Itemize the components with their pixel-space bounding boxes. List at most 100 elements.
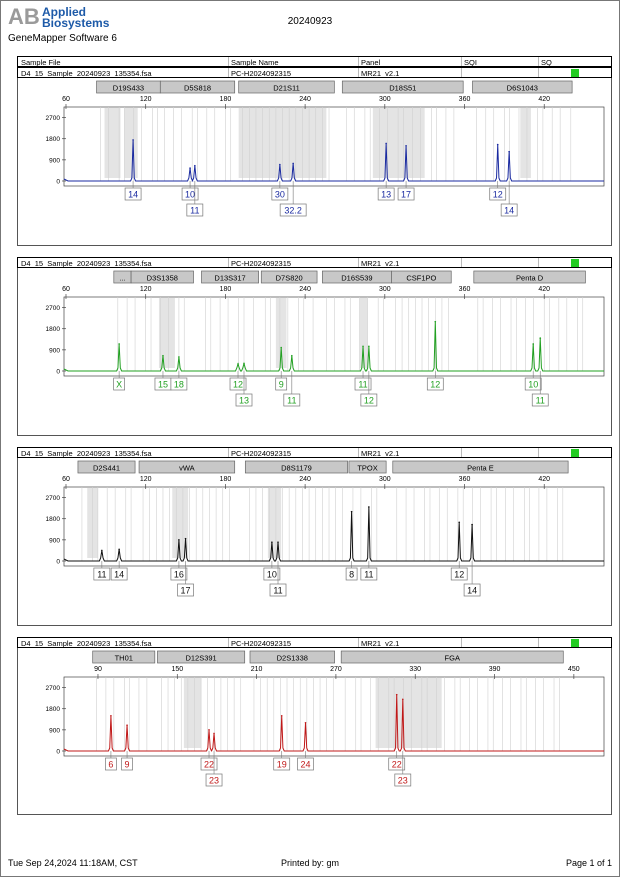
peak-point[interactable]: [110, 714, 112, 717]
allele-label-box[interactable]: [500, 203, 518, 217]
marker-bin[interactable]: [341, 80, 464, 94]
marker-bin[interactable]: [130, 270, 194, 284]
peak-point[interactable]: [458, 521, 461, 524]
allele-label-box[interactable]: [354, 377, 372, 391]
peak-point[interactable]: [118, 343, 120, 345]
allele-label-box[interactable]: [279, 203, 307, 217]
peak-point[interactable]: [434, 320, 437, 323]
marker-bin[interactable]: [392, 460, 569, 474]
x-tick-label: 120: [140, 476, 152, 483]
peak-point[interactable]: [271, 541, 273, 544]
allele-label-box[interactable]: [531, 393, 549, 407]
peak-point[interactable]: [539, 337, 542, 339]
allele-label-box[interactable]: [489, 187, 507, 201]
allele-label-box[interactable]: [121, 757, 133, 771]
allele-label-box[interactable]: [170, 377, 188, 391]
peak-point[interactable]: [101, 549, 103, 552]
allele-label-box[interactable]: [271, 187, 289, 201]
marker-bin[interactable]: [348, 460, 387, 474]
allele-label-box[interactable]: [275, 377, 288, 391]
peak-point[interactable]: [178, 539, 180, 541]
marker-bin[interactable]: [77, 460, 136, 474]
allele-label-box[interactable]: [200, 757, 218, 771]
peak-point[interactable]: [279, 163, 281, 166]
peak-point[interactable]: [291, 354, 293, 357]
marker-bin[interactable]: [340, 650, 564, 664]
peak-point[interactable]: [405, 144, 407, 147]
allele-label-box[interactable]: [397, 187, 415, 201]
peak-point[interactable]: [395, 693, 398, 696]
sample-info-row[interactable]: D4_15_Sample_20240923_135354.fsa PC-H202…: [17, 257, 612, 268]
marker-bin[interactable]: [391, 270, 452, 284]
allele-label-box[interactable]: [235, 393, 253, 407]
peak-point[interactable]: [208, 729, 210, 731]
allele-label-box[interactable]: [377, 187, 395, 201]
marker-bin[interactable]: [472, 80, 573, 94]
allele-label-box[interactable]: [124, 187, 142, 201]
allele-label-box[interactable]: [229, 377, 247, 391]
peak-point[interactable]: [237, 363, 239, 365]
peak-point[interactable]: [132, 139, 134, 141]
allele-label-box[interactable]: [269, 583, 287, 597]
peak-point[interactable]: [277, 541, 279, 544]
sample-info-row[interactable]: D4_15_Sample_20240923_135354.fsa PC-H202…: [17, 67, 612, 78]
allele-label-box[interactable]: [283, 393, 301, 407]
allele-label-box[interactable]: [181, 187, 199, 201]
marker-bin[interactable]: [157, 650, 246, 664]
allele-label-box[interactable]: [450, 567, 468, 581]
allele-label-box[interactable]: [345, 567, 358, 581]
peak-point[interactable]: [126, 724, 128, 726]
peak-point[interactable]: [118, 548, 120, 551]
allele-label-box[interactable]: [524, 377, 542, 391]
peak-point[interactable]: [368, 506, 370, 508]
allele-label-box[interactable]: [105, 757, 117, 771]
marker-bin[interactable]: [244, 460, 348, 474]
peak-point[interactable]: [496, 143, 499, 146]
allele-label-box[interactable]: [186, 203, 204, 217]
allele-label-box[interactable]: [360, 567, 378, 581]
allele-label-box[interactable]: [170, 567, 188, 581]
sample-info-row[interactable]: D4_15_Sample_20240923_135354.fsa PC-H202…: [17, 637, 612, 648]
peak-point[interactable]: [385, 142, 387, 145]
peak-point[interactable]: [402, 698, 404, 701]
peak-point[interactable]: [243, 362, 245, 365]
allele-label-box[interactable]: [177, 583, 194, 597]
marker-bin[interactable]: [249, 650, 335, 664]
allele-label-box[interactable]: [360, 393, 378, 407]
marker-bin[interactable]: [238, 80, 335, 94]
peak-point[interactable]: [213, 732, 215, 735]
marker-bin[interactable]: [159, 80, 236, 94]
allele-label-box[interactable]: [426, 377, 444, 391]
peak-point[interactable]: [184, 537, 187, 540]
marker-bin[interactable]: [473, 270, 586, 284]
sample-info-row[interactable]: D4_15_Sample_20240923_135354.fsa PC-H202…: [17, 447, 612, 458]
peak-point[interactable]: [362, 345, 364, 348]
peak-point[interactable]: [532, 343, 534, 345]
peak-point[interactable]: [280, 714, 283, 717]
peak-point[interactable]: [178, 356, 180, 358]
marker-bin[interactable]: [201, 270, 259, 284]
allele-label-box[interactable]: [205, 773, 223, 787]
peak-point[interactable]: [292, 162, 294, 165]
peak-point[interactable]: [280, 346, 282, 349]
peak-point[interactable]: [194, 164, 196, 167]
peak-point[interactable]: [350, 510, 353, 513]
peak-point[interactable]: [508, 150, 510, 153]
allele-label-box[interactable]: [113, 377, 125, 391]
allele-label-box[interactable]: [394, 773, 412, 787]
marker-bin[interactable]: [92, 650, 156, 664]
allele-label-box[interactable]: [93, 567, 111, 581]
peak-point[interactable]: [368, 345, 370, 348]
marker-bin[interactable]: [260, 270, 318, 284]
marker-bin[interactable]: [138, 460, 236, 474]
peak-point[interactable]: [304, 722, 307, 724]
allele-label-box[interactable]: [110, 567, 128, 581]
peak-point[interactable]: [471, 523, 473, 526]
peak-point[interactable]: [162, 354, 164, 357]
peak-point[interactable]: [189, 167, 191, 169]
allele-label-box[interactable]: [388, 757, 406, 771]
allele-label-box[interactable]: [263, 567, 281, 581]
allele-label-box[interactable]: [273, 757, 291, 771]
allele-label-box[interactable]: [297, 757, 314, 771]
allele-label-box[interactable]: [463, 583, 481, 597]
